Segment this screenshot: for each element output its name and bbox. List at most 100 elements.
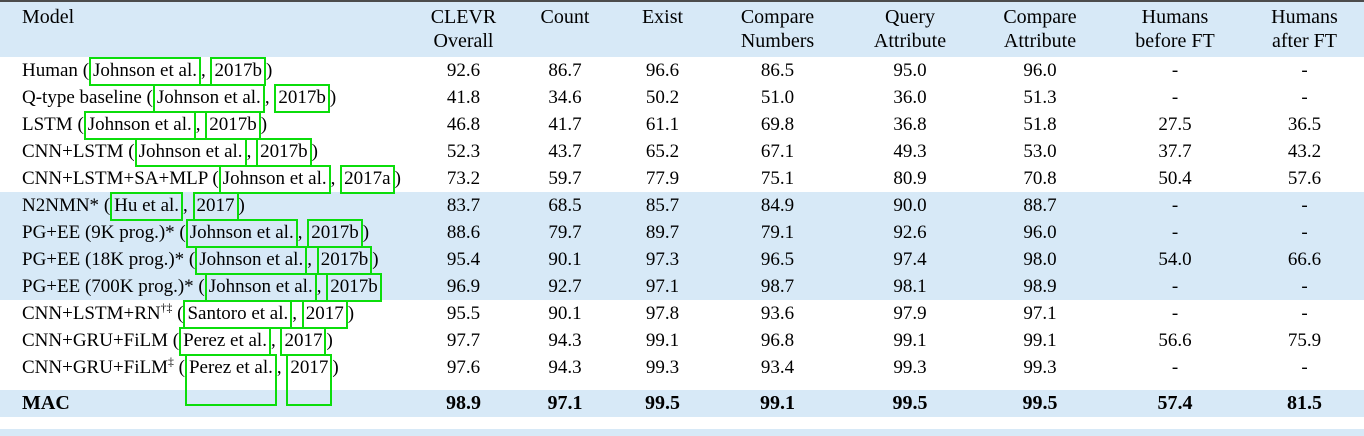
citation-year-link[interactable]: 2017b (256, 137, 312, 167)
score-cell: 88.7 (975, 192, 1105, 219)
table-row: Q-type baseline (Johnson et al., 2017b) 4… (0, 83, 1364, 113)
model-name-cell: CNN+LSTM (Johnson et al., 2017b) (0, 137, 412, 167)
score-cell: 36.0 (893, 86, 927, 108)
table-row: MAC 98.9 97.1 99.5 99.1 99.5 99.5 57.4 81.5 (0, 381, 1364, 417)
table-row: PG+EE (18K prog.)* (Johnson et al., 2017… (0, 245, 1364, 275)
score-cell: 51.8 (1023, 113, 1057, 135)
model-name-cell: PG+EE (700K prog.)* (Johnson et al., 201… (0, 272, 412, 302)
model-name: CNN+LSTM (22, 140, 124, 162)
citation-year-link[interactable]: 2017b (274, 83, 330, 113)
score-cell: 85.7 (615, 192, 710, 219)
citation-author-link[interactable]: Johnson et al. (218, 164, 331, 194)
citation-author-link[interactable]: Johnson et al. (152, 83, 265, 113)
model-footnote-marker: ‡ (168, 355, 174, 369)
model-name: N2NMN* (22, 194, 100, 216)
score-cell: 90.1 (548, 302, 582, 324)
score-cell: 97.1 (615, 273, 710, 300)
citation-author-link[interactable]: Perez et al. (184, 353, 277, 406)
results-table: Model CLEVR Overall Count Exist Compare Number… (0, 2, 1364, 417)
score-cell: 54.0 (1105, 246, 1245, 273)
score-cell: 93.6 (760, 302, 795, 324)
score-cell: - (1245, 192, 1364, 219)
model-name: CNN+LSTM+RN (22, 302, 161, 324)
model-name-cell: Q-type baseline (Johnson et al., 2017b) (0, 83, 412, 113)
column-header-model: Model (0, 2, 412, 57)
score-cell: 97.1 (515, 381, 615, 417)
model-name: Human (22, 59, 78, 81)
score-cell: - (1171, 356, 1179, 378)
model-name-cell: CNN+LSTM+RN†‡ (Santoro et al., 2017) (0, 299, 412, 329)
citation-year-link[interactable]: 2017b (210, 56, 266, 86)
model-name-cell: CNN+LSTM+SA+MLP (Johnson et al., 2017a) (0, 164, 412, 194)
score-cell: 61.1 (645, 113, 680, 135)
citation-author-link[interactable]: Johnson et al. (134, 137, 247, 167)
score-cell: 98.9 (412, 381, 515, 417)
model-name: CNN+GRU+FiLM (22, 356, 169, 378)
score-cell: 51.3 (1023, 86, 1057, 108)
citation-author-link[interactable]: Perez et al. (179, 326, 271, 356)
citation-author-link[interactable]: Johnson et al. (89, 56, 201, 86)
table-row: CNN+GRU+FiLM (Perez et al., 2017) 97.7 94.… (0, 326, 1364, 356)
model-name: CNN+LSTM+SA+MLP (22, 167, 208, 189)
score-cell: 53.0 (1023, 140, 1057, 162)
table-row: Human (Johnson et al., 2017b) 92.6 86.7 96.… (0, 56, 1364, 86)
score-cell: 43.7 (548, 140, 582, 162)
score-cell: 37.7 (1158, 140, 1192, 162)
score-cell: 94.3 (548, 329, 582, 351)
score-cell: - (1171, 302, 1179, 324)
citation-year-link[interactable]: 2017b (326, 272, 382, 302)
score-cell: - (1171, 59, 1179, 81)
table-row: CNN+LSTM+SA+MLP (Johnson et al., 2017a) 7… (0, 164, 1364, 194)
score-cell: 98.9 (975, 273, 1105, 300)
score-cell: 51.0 (760, 86, 795, 108)
score-cell: 94.3 (548, 356, 582, 378)
score-cell: 99.5 (975, 381, 1105, 417)
citation-author-link[interactable]: Hu et al. (110, 191, 184, 221)
model-footnote-marker: †‡ (160, 301, 173, 315)
citation-year-link[interactable]: 2017 (280, 326, 327, 356)
citation-author-link[interactable]: Santoro et al. (183, 299, 293, 329)
score-cell: 99.5 (845, 381, 975, 417)
score-cell: 86.5 (760, 59, 795, 81)
column-header-clevr-overall: CLEVR Overall (412, 2, 515, 57)
score-cell: 90.1 (515, 246, 615, 273)
table-row: N2NMN* (Hu et al., 2017) 83.7 68.5 85.7 84.9… (0, 191, 1364, 221)
citation-year-link[interactable]: 2017b (307, 218, 363, 248)
citation-author-link[interactable]: Johnson et al. (185, 218, 298, 248)
model-name-cell: Human (Johnson et al., 2017b) (0, 56, 412, 86)
score-cell: 56.6 (1158, 329, 1192, 351)
score-cell: 43.2 (1287, 140, 1322, 162)
score-cell: 66.6 (1245, 246, 1364, 273)
score-cell: 77.9 (645, 167, 680, 189)
score-cell: 86.7 (548, 59, 582, 81)
score-cell: 59.7 (548, 167, 582, 189)
score-cell: 95.0 (893, 59, 927, 81)
score-cell: 95.5 (446, 302, 481, 324)
score-cell: 52.3 (446, 140, 481, 162)
citation-year-link[interactable]: 2017 (192, 191, 239, 221)
citation-year-link[interactable]: 2017a (340, 164, 395, 194)
score-cell: 57.6 (1287, 167, 1322, 189)
score-cell: 99.1 (645, 329, 680, 351)
header-row: Model CLEVR Overall Count Exist Compare Number… (0, 2, 1364, 57)
model-name: PG+EE (700K prog.)* (22, 275, 194, 297)
table-row: PG+EE (700K prog.)* (Johnson et al., 201… (0, 272, 1364, 302)
model-name-cell: N2NMN* (Hu et al., 2017) (0, 191, 412, 221)
score-cell: - (1301, 59, 1308, 81)
table-row: CNN+LSTM (Johnson et al., 2017b) 52.3 43.7… (0, 137, 1364, 167)
score-cell: 96.0 (975, 219, 1105, 246)
citation-year-link[interactable]: 2017 (286, 353, 333, 406)
citation-year-link[interactable]: 2017b (316, 245, 373, 275)
citation-author-link[interactable]: Johnson et al. (195, 245, 308, 275)
score-cell: 49.3 (893, 140, 927, 162)
citation-author-link[interactable]: Johnson et al. (83, 110, 196, 140)
score-cell: 96.8 (760, 329, 795, 351)
column-header-exist: Exist (615, 2, 710, 57)
score-cell: 92.7 (515, 273, 615, 300)
citation-year-link[interactable]: 2017b (205, 110, 261, 140)
score-cell: 75.9 (1287, 329, 1322, 351)
column-header-query-attribute: Query Attribute (845, 2, 975, 57)
column-header-count: Count (515, 2, 615, 57)
citation-year-link[interactable]: 2017 (301, 299, 348, 329)
citation-author-link[interactable]: Johnson et al. (204, 272, 317, 302)
